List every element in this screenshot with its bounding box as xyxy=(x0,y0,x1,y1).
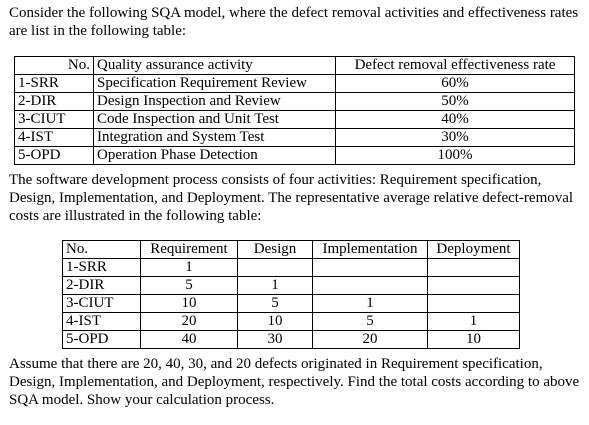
cell-deployment: 1 xyxy=(427,312,520,331)
cell-no: 2-DIR xyxy=(62,276,141,295)
cell-no: 3-CIUT xyxy=(62,294,141,313)
closing-paragraph: Assume that there are 20, 40, 30, and 20… xyxy=(9,356,580,408)
cell-deployment xyxy=(427,276,520,295)
column-header-deployment: Deployment xyxy=(427,240,520,259)
cell-implementation xyxy=(312,258,428,277)
cell-requirement: 10 xyxy=(140,294,238,313)
cell-no: 2-DIR xyxy=(14,92,94,111)
table-row: 3-CIUT Code Inspection and Unit Test 40% xyxy=(14,110,575,129)
cell-design: 10 xyxy=(237,312,313,331)
cell-activity: Integration and System Test xyxy=(93,128,336,147)
column-header-rate: Defect removal effectiveness rate xyxy=(335,56,575,75)
cell-rate: 50% xyxy=(335,92,575,111)
cell-design xyxy=(237,258,313,277)
column-header-no: No. xyxy=(62,240,141,259)
table-row: 3-CIUT 10 5 1 xyxy=(62,294,520,313)
cell-implementation: 5 xyxy=(312,312,428,331)
intro-paragraph: Consider the following SQA model, where … xyxy=(9,5,579,39)
column-header-implementation: Implementation xyxy=(312,240,428,259)
cell-no: 1-SRR xyxy=(62,258,141,277)
cell-design: 5 xyxy=(237,294,313,313)
cell-design: 1 xyxy=(237,276,313,295)
cell-rate: 100% xyxy=(335,146,575,165)
table-row: 2-DIR 5 1 xyxy=(62,276,520,295)
cell-requirement: 40 xyxy=(140,330,238,349)
table-row: 5-OPD 40 30 20 10 xyxy=(62,330,520,349)
cell-activity: Design Inspection and Review xyxy=(93,92,336,111)
cell-implementation: 20 xyxy=(312,330,428,349)
cost-table: No. Requirement Design Implementation De… xyxy=(62,240,520,349)
table-row: 1-SRR 1 xyxy=(62,258,520,277)
column-header-requirement: Requirement xyxy=(140,240,238,259)
cell-no: 4-IST xyxy=(14,128,94,147)
effectiveness-table: No. Quality assurance activity Defect re… xyxy=(14,56,575,165)
cell-deployment: 10 xyxy=(427,330,520,349)
cell-activity: Code Inspection and Unit Test xyxy=(93,110,336,129)
cell-activity: Operation Phase Detection xyxy=(93,146,336,165)
cell-no: 5-OPD xyxy=(14,146,94,165)
cell-no: 3-CIUT xyxy=(14,110,94,129)
table-header-row: No. Quality assurance activity Defect re… xyxy=(14,56,575,75)
cell-requirement: 20 xyxy=(140,312,238,331)
table-row: 4-IST Integration and System Test 30% xyxy=(14,128,575,147)
cell-implementation: 1 xyxy=(312,294,428,313)
cell-no: 1-SRR xyxy=(14,74,94,93)
table-row: 5-OPD Operation Phase Detection 100% xyxy=(14,146,575,165)
cell-no: 5-OPD xyxy=(62,330,141,349)
cell-requirement: 1 xyxy=(140,258,238,277)
table-row: 1-SRR Specification Requirement Review 6… xyxy=(14,74,575,93)
table-row: 2-DIR Design Inspection and Review 50% xyxy=(14,92,575,111)
cell-rate: 30% xyxy=(335,128,575,147)
table-header-row: No. Requirement Design Implementation De… xyxy=(62,240,520,259)
table-row: 4-IST 20 10 5 1 xyxy=(62,312,520,331)
column-header-activity: Quality assurance activity xyxy=(93,56,336,75)
middle-paragraph: The software development process consist… xyxy=(9,172,574,224)
cell-implementation xyxy=(312,276,428,295)
cell-design: 30 xyxy=(237,330,313,349)
cell-rate: 60% xyxy=(335,74,575,93)
cell-activity: Specification Requirement Review xyxy=(93,74,336,93)
column-header-no: No. xyxy=(14,56,94,75)
cell-deployment xyxy=(427,294,520,313)
cell-rate: 40% xyxy=(335,110,575,129)
column-header-design: Design xyxy=(237,240,313,259)
cell-deployment xyxy=(427,258,520,277)
cell-requirement: 5 xyxy=(140,276,238,295)
cell-no: 4-IST xyxy=(62,312,141,331)
